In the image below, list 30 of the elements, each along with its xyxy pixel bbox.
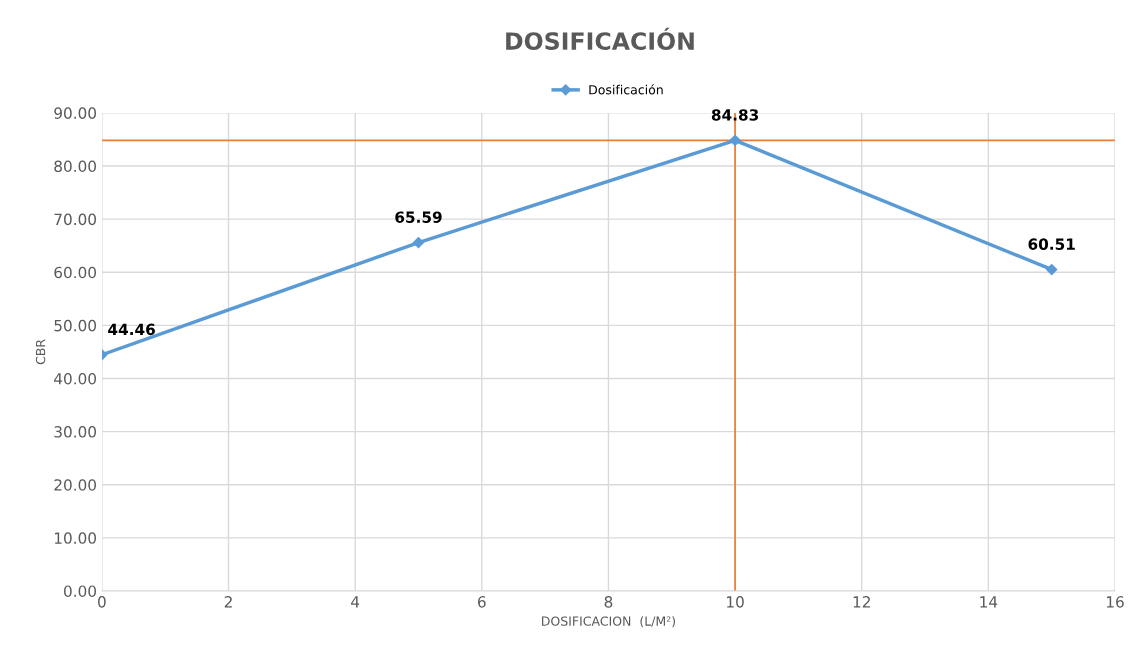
- x-tick-label: 14: [980, 596, 998, 608]
- y-axis-title: CBR: [35, 339, 46, 365]
- x-tick-label: 16: [1106, 596, 1124, 608]
- x-tick-label: 4: [351, 596, 360, 608]
- y-tick-label: 60.00: [54, 266, 96, 279]
- x-tick-label: 8: [604, 596, 613, 608]
- y-tick-label: 70.00: [54, 213, 96, 226]
- y-tick-label: 80.00: [54, 160, 96, 173]
- y-tick-label: 20.00: [54, 479, 96, 491]
- y-tick-label: 30.00: [54, 426, 96, 438]
- y-tick-label: 40.00: [54, 372, 96, 385]
- x-tick-label: 6: [478, 596, 486, 608]
- x-axis-title: DOSIFICACION (L/M²): [542, 616, 676, 628]
- x-tick-label: 2: [224, 596, 232, 608]
- y-tick-label: 10.00: [54, 532, 96, 544]
- x-tick-label: 12: [853, 596, 870, 608]
- x-tick-label: 10: [727, 596, 744, 608]
- point: [1046, 263, 1058, 276]
- data-label: 60.51: [1028, 238, 1075, 250]
- data-label: 65.59: [395, 211, 442, 223]
- y-tick-label: 0.00: [64, 585, 96, 597]
- x-tick-label: 0: [98, 596, 106, 608]
- y-tick-label: 90.00: [54, 107, 96, 119]
- point: [729, 134, 741, 146]
- y-tick-label: 50.00: [54, 319, 96, 332]
- data-label: 44.46: [108, 323, 155, 336]
- data-label: 84.83: [711, 109, 759, 121]
- point: [412, 236, 425, 249]
- chart-title: DOSIFICACIÓN: [506, 27, 694, 51]
- legend-label: Dosificación: [589, 84, 663, 95]
